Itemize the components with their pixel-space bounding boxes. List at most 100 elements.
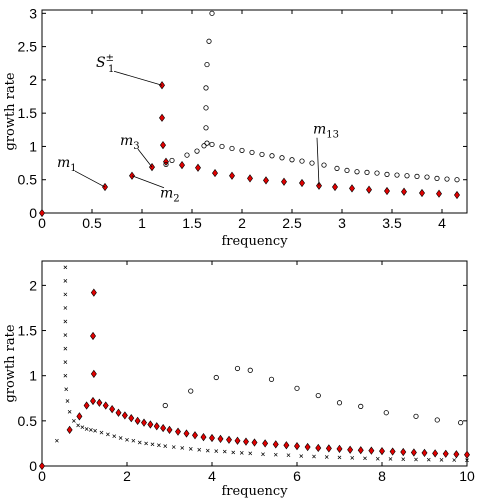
diamond-point (419, 188, 425, 198)
diamond-point (141, 418, 147, 427)
diamond-point (283, 441, 290, 450)
diamond-point (76, 412, 83, 421)
diamond-point (102, 182, 108, 192)
y-tick-label: 2 (29, 277, 37, 293)
cross-point (118, 436, 123, 440)
cross-point (180, 446, 185, 450)
diamond-point (163, 157, 169, 166)
y-tick-label: 3 (29, 5, 37, 21)
circle-point (209, 10, 215, 16)
y-axis-label: growth rate (3, 72, 18, 150)
y-tick-label: 0 (29, 458, 37, 474)
cross-point (76, 423, 80, 428)
diamond-point (115, 408, 122, 417)
diamond-point (272, 440, 279, 449)
diamond-point (96, 398, 103, 407)
circle-point (247, 367, 253, 373)
circle-point (358, 403, 364, 409)
diamond-point (464, 450, 470, 459)
cross-point (239, 451, 244, 455)
x-tick-label: 0.5 (82, 215, 102, 231)
circle-point (249, 149, 255, 156)
diamond-point (234, 436, 241, 445)
diamond-point (325, 444, 332, 453)
circle-point (229, 145, 235, 152)
cross-point (65, 399, 70, 403)
annotation-leader (137, 148, 153, 168)
cross-point (324, 455, 329, 459)
y-axis-label: growth rate (3, 324, 18, 402)
diamond-point (175, 427, 181, 436)
diamond-point (179, 160, 185, 170)
circle-point (184, 152, 190, 158)
diamond-point (389, 447, 396, 456)
cross-point (157, 443, 161, 448)
diamond-point (90, 396, 96, 406)
x-tick-label: 2.5 (282, 215, 302, 231)
x-tick-label: 10 (459, 468, 475, 484)
diamond-point (102, 401, 109, 410)
cross-point (80, 425, 85, 430)
cross-point (205, 448, 210, 453)
cross-point (188, 446, 193, 451)
cross-point (312, 454, 316, 459)
x-tick-label: 1 (138, 215, 146, 231)
circle-point (201, 143, 207, 149)
cross-point (93, 428, 97, 433)
y-tick-label: 1 (29, 368, 37, 384)
diamond-point (304, 442, 311, 452)
diamond-point (384, 186, 390, 196)
x-tick-label: 2 (123, 468, 131, 484)
circle-point (383, 410, 389, 416)
cross-point (337, 455, 342, 460)
cross-point (63, 279, 68, 283)
cross-point (63, 319, 68, 324)
cross-point (63, 360, 68, 364)
cross-point (197, 447, 202, 452)
x-tick-label: 8 (378, 468, 386, 484)
circle-point (239, 147, 245, 154)
diamond-point (39, 208, 45, 218)
diamond-point (90, 288, 97, 297)
cross-point (350, 456, 355, 460)
diamond-point (229, 171, 235, 180)
diamond-point (421, 448, 428, 458)
cross-point (150, 442, 155, 447)
circle-point (203, 105, 209, 111)
circle-point (444, 176, 450, 182)
circle-point (344, 167, 350, 174)
diamond-point (166, 425, 173, 434)
cross-point (67, 409, 72, 414)
x-tick-label: 0 (38, 215, 46, 231)
x-tick-label: 6 (293, 468, 301, 484)
cross-point (286, 453, 291, 458)
diamond-point (159, 113, 165, 122)
cross-point (222, 449, 227, 454)
cross-point (144, 441, 148, 446)
y-tick-label: 2.5 (18, 39, 38, 55)
diamond-point (226, 435, 232, 444)
diamond-point (90, 331, 96, 341)
x-axis-label: frequency (221, 484, 288, 499)
cross-point (106, 432, 110, 437)
cross-point (72, 418, 76, 423)
diamond-point (160, 423, 167, 433)
annotation-label: m2 (160, 186, 180, 205)
cross-point (214, 449, 219, 453)
diamond-point (128, 414, 135, 423)
diamond-point (281, 177, 287, 186)
diamond-point (400, 447, 407, 457)
circle-point (219, 143, 225, 150)
diamond-point (332, 182, 338, 192)
x-tick-label: 3.5 (382, 215, 402, 231)
circle-point (458, 420, 464, 426)
circle-point (268, 376, 275, 382)
x-tick-label: 4 (208, 468, 216, 484)
diamond-point (368, 446, 375, 455)
annotation-label: m13 (313, 122, 339, 141)
circle-point (203, 85, 209, 91)
diamond-point (153, 422, 160, 431)
annotation-leader (113, 70, 163, 86)
diamond-point (195, 163, 201, 172)
circle-point (404, 173, 410, 179)
